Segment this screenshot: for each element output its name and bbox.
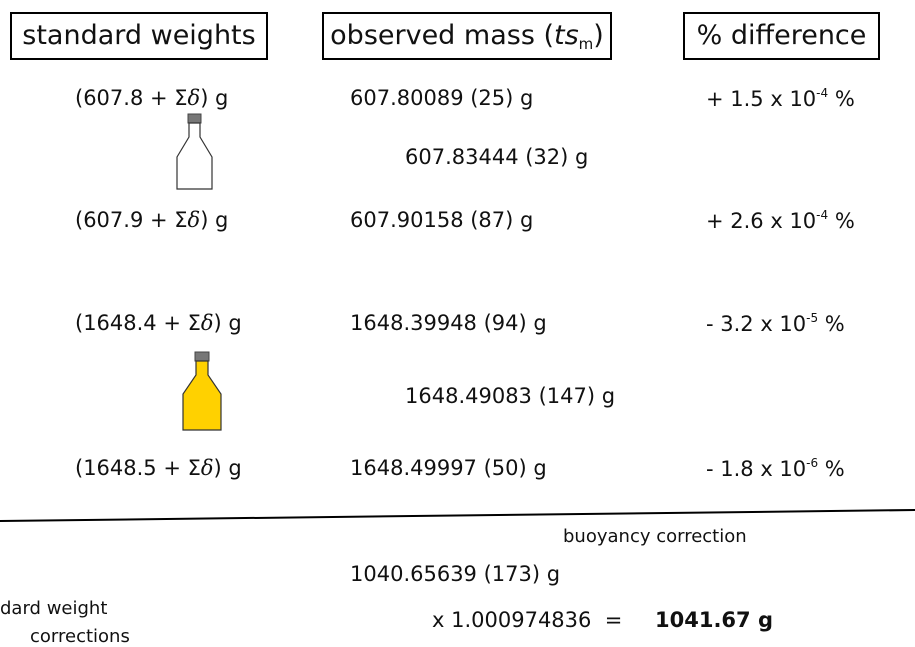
observed-mass: 1648.49997 (50) g <box>350 456 547 480</box>
difference-unit: % <box>828 209 855 233</box>
side-label: dard weight <box>0 598 108 619</box>
header-sub: m <box>578 35 594 53</box>
difference: - 3.2 x 10-5 % <box>706 311 845 336</box>
bottle-empty <box>176 113 213 190</box>
difference-base: + 1.5 x 10 <box>706 87 817 111</box>
result: 1041.67 g <box>655 608 773 632</box>
standard-weight: (1648.4 + Σδ) g <box>75 311 242 335</box>
weight-delta: δ <box>187 208 201 232</box>
header-observed: observed mass (tsm) <box>322 12 612 60</box>
difference-exp: -4 <box>816 208 829 222</box>
bottle-mass: 1648.49083 (147) g <box>405 384 616 408</box>
weight-close: ) g <box>200 86 229 110</box>
header-difference: % difference <box>683 12 880 60</box>
difference-exp: -4 <box>816 86 829 100</box>
header-standard: standard weights <box>10 12 268 60</box>
factor: x 1.000974836 = <box>432 608 623 632</box>
weight-delta: δ <box>200 456 214 480</box>
standard-weight: (1648.5 + Σδ) g <box>75 456 242 480</box>
buoyancy-label: buoyancy correction <box>563 526 747 547</box>
difference-base: - 3.2 x 10 <box>706 312 807 336</box>
header-text: ) <box>593 20 604 51</box>
weight-open: (607.8 + Σ <box>75 86 188 110</box>
difference-exp: -6 <box>806 456 819 470</box>
observed-mass: 1648.39948 (94) g <box>350 311 547 335</box>
weight-open: (607.9 + Σ <box>75 208 188 232</box>
weight-open: (1648.4 + Σ <box>75 311 201 335</box>
difference-unit: % <box>828 87 855 111</box>
weight-close: ) g <box>200 208 229 232</box>
observed-mass: 607.90158 (87) g <box>350 208 534 232</box>
bottle-full <box>182 351 222 431</box>
corrected-mass: 1040.65639 (173) g <box>350 562 561 586</box>
difference-unit: % <box>818 312 845 336</box>
difference-base: - 1.8 x 10 <box>706 457 807 481</box>
divider <box>0 509 915 522</box>
weight-close: ) g <box>213 456 242 480</box>
header-italic: ts <box>554 20 579 51</box>
difference-unit: % <box>818 457 845 481</box>
side-label: corrections <box>30 626 130 647</box>
difference-base: + 2.6 x 10 <box>706 209 817 233</box>
weight-open: (1648.5 + Σ <box>75 456 201 480</box>
header-text: observed mass ( <box>330 20 555 51</box>
standard-weight: (607.8 + Σδ) g <box>75 86 228 110</box>
header-text: % difference <box>696 20 867 51</box>
standard-weight: (607.9 + Σδ) g <box>75 208 228 232</box>
header-text: standard weights <box>22 20 256 51</box>
weight-delta: δ <box>187 86 201 110</box>
weight-delta: δ <box>200 311 214 335</box>
difference: + 1.5 x 10-4 % <box>706 86 855 111</box>
weight-close: ) g <box>213 311 242 335</box>
bottle-mass: 607.83444 (32) g <box>405 145 589 169</box>
difference-exp: -5 <box>806 311 819 325</box>
difference: + 2.6 x 10-4 % <box>706 208 855 233</box>
observed-mass: 607.80089 (25) g <box>350 86 534 110</box>
difference: - 1.8 x 10-6 % <box>706 456 845 481</box>
